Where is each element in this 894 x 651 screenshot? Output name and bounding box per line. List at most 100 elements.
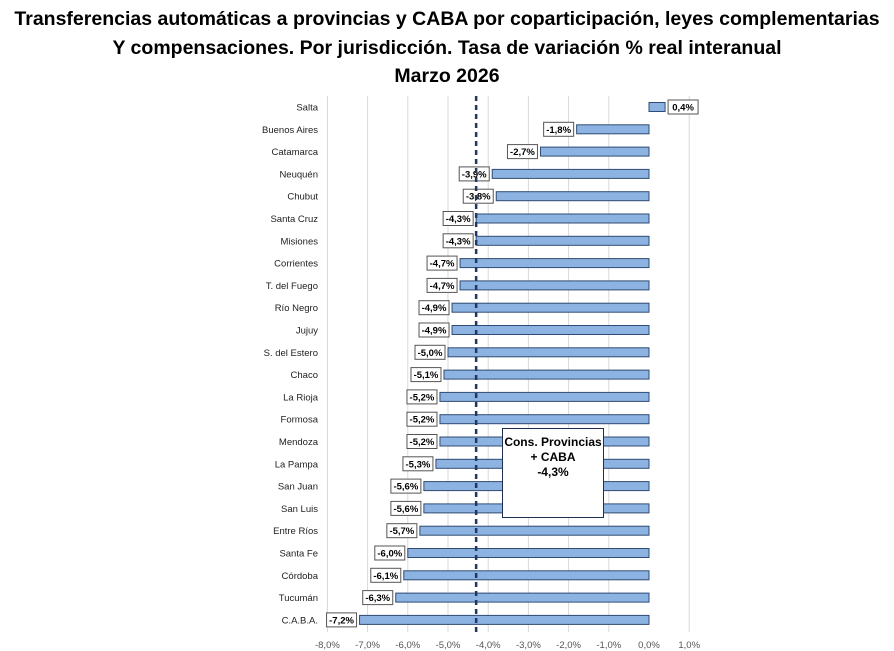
data-label: -6,1%	[373, 571, 398, 582]
category-label: Catamarca	[272, 147, 319, 158]
data-label-box	[326, 612, 358, 628]
annotation-line-2: + CABA	[530, 450, 576, 464]
data-label: -5,2%	[410, 415, 435, 426]
data-label-box	[458, 166, 490, 182]
bar	[576, 124, 650, 135]
category-label: C.A.B.A.	[282, 615, 318, 626]
x-tick-label: -6,0%	[395, 640, 420, 651]
data-label: -5,2%	[410, 437, 435, 448]
data-label: -5,6%	[393, 504, 418, 515]
x-tick-label: -3,0%	[516, 640, 541, 651]
data-label-box	[390, 478, 422, 494]
data-label: -1,8%	[546, 125, 571, 136]
data-label-box	[426, 255, 458, 271]
category-label: Río Negro	[275, 303, 318, 314]
bar	[495, 191, 650, 202]
category-label: Neuquén	[279, 169, 318, 180]
category-label: La Rioja	[283, 392, 319, 403]
category-label: Santa Fe	[279, 549, 318, 560]
data-label-box	[442, 233, 474, 249]
data-label-box	[390, 500, 422, 516]
data-label: -5,3%	[406, 459, 431, 470]
data-label-box	[370, 567, 402, 583]
data-label-box	[462, 188, 494, 204]
category-label: La Pampa	[275, 459, 319, 470]
category-label: Misiones	[281, 236, 319, 247]
data-label: -5,7%	[389, 526, 414, 537]
data-label-box	[402, 456, 434, 472]
data-label-box	[418, 300, 450, 316]
data-label: -5,6%	[393, 482, 418, 493]
chart-title-line-2: Y compensaciones. Por jurisdicción. Tasa…	[112, 37, 782, 59]
bar	[451, 325, 650, 335]
annotation-line-1: Cons. Provincias	[504, 435, 602, 449]
bar	[475, 213, 650, 224]
data-label-box	[374, 545, 406, 561]
category-label: T. del Fuego	[266, 281, 318, 292]
bar	[475, 235, 650, 246]
category-label: Formosa	[281, 415, 319, 426]
bar	[459, 258, 650, 269]
bar	[439, 414, 650, 425]
category-label: San Juan	[278, 482, 318, 493]
data-label: -4,7%	[430, 281, 455, 292]
bar	[443, 369, 650, 380]
data-label-box	[667, 99, 699, 115]
category-label: Córdoba	[282, 571, 319, 582]
data-label: -6,3%	[365, 593, 390, 604]
bar	[395, 592, 650, 603]
data-label: -7,2%	[329, 615, 354, 626]
category-label: Salta	[296, 103, 318, 114]
data-label: -5,0%	[418, 348, 443, 359]
bar	[648, 102, 666, 112]
data-label: -4,9%	[422, 326, 447, 337]
bar	[459, 280, 650, 291]
x-tick-label: -4,0%	[476, 640, 501, 651]
bar	[419, 525, 650, 536]
bar	[403, 570, 650, 581]
bar	[539, 146, 650, 157]
annotation-line-3: -4,3%	[537, 465, 569, 479]
category-label: Entre Ríos	[273, 526, 318, 537]
data-label: -6,0%	[377, 549, 402, 560]
chart-title-line-1: Transferencias automáticas a provincias …	[14, 8, 880, 30]
data-label: -5,1%	[414, 370, 439, 381]
category-label: Santa Cruz	[270, 214, 318, 225]
data-label-box	[406, 434, 438, 449]
data-label: -4,3%	[446, 214, 471, 225]
annotation-box: Cons. Provincias + CABA -4,3%	[502, 428, 604, 518]
x-tick-label: -7,0%	[355, 640, 380, 651]
data-label: -4,7%	[430, 259, 455, 270]
category-label: San Luis	[281, 504, 318, 515]
data-label: -3,8%	[466, 192, 491, 203]
data-label-box	[442, 211, 474, 226]
data-label-box	[426, 277, 458, 293]
x-tick-label: -1,0%	[596, 640, 621, 651]
category-label: Buenos Aires	[262, 125, 318, 136]
x-tick-label: 0,0%	[638, 640, 660, 651]
data-label: -3,9%	[462, 169, 487, 180]
data-label-box	[406, 411, 438, 427]
x-tick-label: 1,0%	[678, 640, 700, 651]
category-label: Chubut	[287, 192, 318, 203]
data-label-box	[506, 144, 538, 160]
category-label: S. del Estero	[264, 348, 318, 359]
data-label-box	[543, 121, 575, 137]
data-label: -4,9%	[422, 303, 447, 314]
bar	[491, 168, 650, 179]
category-label: Jujuy	[296, 326, 318, 337]
x-tick-label: -5,0%	[436, 640, 461, 651]
data-label-box	[406, 389, 438, 405]
bar	[359, 614, 650, 625]
category-label: Tucumán	[279, 593, 318, 604]
bar	[439, 391, 650, 402]
x-tick-label: -8,0%	[315, 640, 340, 651]
data-label-box	[414, 344, 446, 360]
data-label: -2,7%	[510, 147, 535, 158]
category-label: Corrientes	[274, 259, 318, 270]
data-label: 0,4%	[672, 103, 694, 114]
category-label: Chaco	[291, 370, 318, 381]
data-label-box	[362, 590, 394, 606]
data-label-box	[410, 367, 442, 383]
